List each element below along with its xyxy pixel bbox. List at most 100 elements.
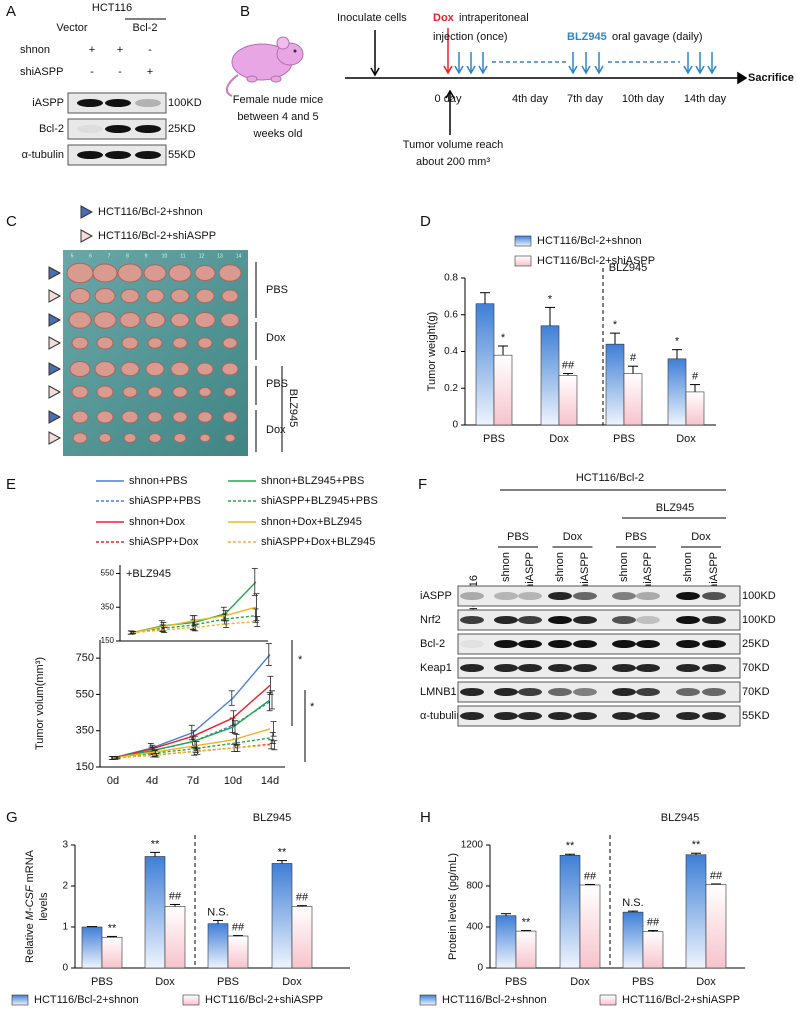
tumor <box>72 432 88 444</box>
tumor <box>144 312 166 328</box>
line <box>112 699 271 759</box>
bar <box>164 906 186 969</box>
y-tick-label: 3 <box>62 840 68 851</box>
day-label: 14th day <box>684 93 727 105</box>
group-label: Dox <box>266 424 286 436</box>
blot-band <box>518 688 542 696</box>
bar <box>685 391 705 426</box>
line <box>112 728 271 759</box>
triangle-marker <box>48 385 62 399</box>
significance: ## <box>584 870 597 882</box>
lane-label: shiASPP <box>524 552 536 595</box>
group-label: Vector <box>56 22 88 34</box>
blot-band <box>518 592 542 600</box>
legend-swatch <box>11 994 29 1006</box>
blot-band <box>612 712 636 720</box>
significance: # <box>630 352 637 364</box>
panel-label: D <box>420 213 431 230</box>
tumor <box>197 337 213 349</box>
blot-band <box>636 616 660 624</box>
tumor <box>122 386 138 398</box>
blot-label: iASPP <box>420 590 452 602</box>
size-marker: 25KD <box>168 123 196 135</box>
significance: * <box>310 701 315 713</box>
group-label: Dox <box>563 531 583 543</box>
tumor <box>199 433 211 443</box>
y-tick-label: 550 <box>76 688 94 700</box>
mouse-text: weeks old <box>253 128 303 140</box>
tumor <box>117 263 143 283</box>
mouse-text: Female nude mice <box>233 94 324 106</box>
significance: * <box>501 332 506 344</box>
blot-band <box>135 125 161 133</box>
tumor <box>147 411 163 423</box>
blot-label: LMNB1 <box>420 686 457 698</box>
x-tick-label: 7d <box>187 775 199 787</box>
blot-band <box>702 640 726 648</box>
blot-band <box>676 640 700 648</box>
tumor <box>96 410 114 424</box>
significance: ## <box>562 359 575 371</box>
bar <box>623 373 643 426</box>
legend-label: HCT116/Bcl-2+shiASPP <box>98 230 216 242</box>
tumor <box>120 288 140 304</box>
line <box>131 620 257 634</box>
ruler-mark: 12 <box>199 253 205 259</box>
triangle-marker <box>48 410 62 424</box>
blot-band <box>636 664 660 672</box>
y-tick-label: 0.8 <box>444 273 458 284</box>
blot-band <box>636 688 660 696</box>
legend-label: HCT116/Bcl-2+shnon <box>98 206 203 218</box>
triangle-marker <box>48 289 62 303</box>
bar <box>493 354 513 426</box>
triangle-marker <box>48 266 62 280</box>
tumor <box>147 337 163 349</box>
bar <box>685 854 707 969</box>
blot-label: α-tubulin <box>22 149 64 161</box>
panel-label: C <box>6 213 17 230</box>
triangle-marker <box>80 229 94 243</box>
chart-title: BLZ945 <box>609 262 648 274</box>
blot-band <box>494 688 518 696</box>
significance: N.S. <box>207 906 228 918</box>
blot-band <box>460 640 484 648</box>
tumor <box>198 387 212 397</box>
significance: ** <box>692 839 701 851</box>
x-tick-label: 10d <box>224 775 242 787</box>
lane-label: shiASPP <box>579 552 591 595</box>
tumor <box>71 336 89 350</box>
header: HCT116/Bcl-2 <box>576 472 644 484</box>
condition-sign: - <box>90 66 94 78</box>
x-tick-label: Dox <box>676 433 696 445</box>
blot-band <box>77 125 103 133</box>
tumor <box>71 410 89 424</box>
size-marker: 100KD <box>168 97 202 109</box>
triangle-marker <box>80 205 94 219</box>
panel-label: A <box>6 3 16 20</box>
chart-title: +BLZ945 <box>126 568 171 580</box>
significance: ** <box>278 846 287 858</box>
y-axis-label: Tumor weight(g) <box>426 312 438 392</box>
blot-band <box>676 616 700 624</box>
lane-label: shnon <box>500 552 512 582</box>
legend-label: HCT116/Bcl-2+shiASPP <box>537 255 655 267</box>
y-tick-label: 2 <box>62 881 68 892</box>
triangle-marker <box>48 336 62 350</box>
significance: ## <box>169 890 182 902</box>
tumor <box>121 410 139 424</box>
y-tick-label: 150 <box>76 761 94 773</box>
y-tick-label: 0 <box>452 420 458 431</box>
bar <box>475 303 495 426</box>
tumor <box>148 433 162 443</box>
size-marker: 55KD <box>742 710 770 722</box>
tumor <box>218 264 242 282</box>
blot-band <box>676 592 700 600</box>
blot-band <box>105 99 131 107</box>
blot-band <box>702 664 726 672</box>
condition-sign: - <box>148 44 152 56</box>
bar <box>101 936 123 969</box>
tumor <box>120 361 140 377</box>
note: Tumor volume reach <box>403 139 503 151</box>
panel-label: H <box>420 809 431 826</box>
blot-band <box>676 712 700 720</box>
